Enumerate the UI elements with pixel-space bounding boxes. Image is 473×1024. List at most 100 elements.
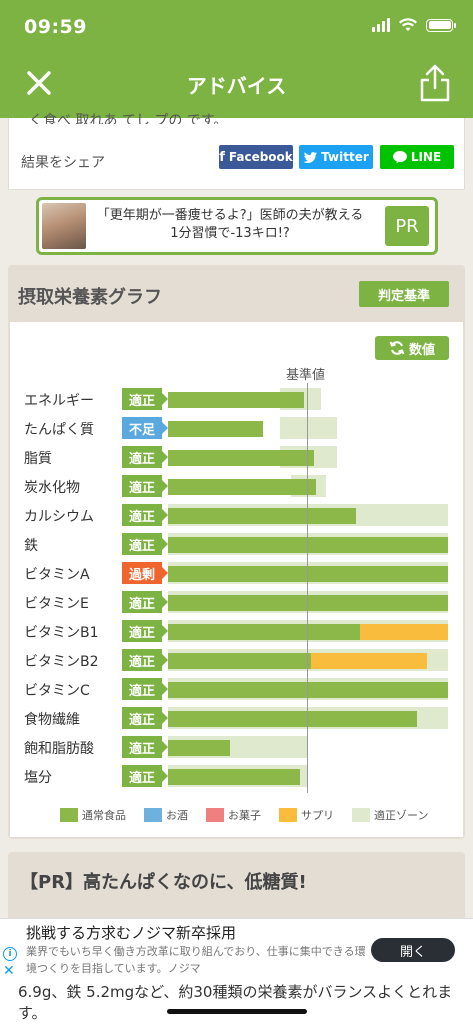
- bar-通常食品: [168, 682, 448, 698]
- status-badge: 適正: [122, 765, 168, 787]
- legend-swatch: [144, 808, 162, 822]
- nutrient-row: ビタミンC 適正: [10, 678, 463, 702]
- nutrient-row: 塩分 適正: [10, 765, 463, 789]
- pr-thumbnail-image: [42, 203, 86, 249]
- page-title: アドバイス: [186, 74, 287, 98]
- legend-swatch: [352, 808, 370, 822]
- legend-label: お菓子: [228, 809, 261, 822]
- home-indicator: [167, 1009, 307, 1014]
- nutrient-label: 鉄: [24, 538, 38, 554]
- bar-通常食品: [168, 537, 448, 553]
- wifi-icon: [399, 18, 417, 31]
- legend-label: 通常食品: [82, 809, 126, 822]
- nutrient-row: ビタミンE 適正: [10, 591, 463, 615]
- nutrient-row: エネルギー 適正: [10, 388, 463, 412]
- pr-section-title: 【PR】高たんぱくなのに、低糖質!: [20, 872, 307, 893]
- bar-通常食品: [168, 479, 317, 495]
- adequate-zone: [280, 417, 338, 439]
- refresh-icon: [389, 341, 405, 355]
- bar-通常食品: [168, 508, 356, 524]
- nutrient-row: 炭水化物 適正: [10, 475, 463, 499]
- bar-サプリ: [359, 624, 448, 640]
- legend-label: サプリ: [301, 809, 334, 822]
- graph-title: 摂取栄養素グラフ: [18, 287, 162, 308]
- nutrient-label: 脂質: [24, 451, 52, 467]
- twitter-share-button[interactable]: Twitter: [299, 145, 373, 169]
- nutrient-label: ビタミンC: [24, 683, 90, 699]
- status-badge: 適正: [122, 678, 168, 700]
- share-icon[interactable]: [415, 62, 455, 104]
- nutrient-row: ビタミンB1 適正: [10, 620, 463, 644]
- nutrient-row: ビタミンA 過剰: [10, 562, 463, 586]
- facebook-icon: f: [219, 149, 225, 165]
- status-badge: 適正: [122, 475, 168, 497]
- pr-banner[interactable]: 「更年期が一番痩せるよ?」医師の夫が教える1分習慣で-13キロ!? PR: [36, 197, 438, 255]
- chart-legend: 通常食品 お酒 お菓子 サプリ 適正ゾーン: [60, 807, 428, 823]
- share-card: く食べ 取れあ てし プの です。 結果をシェア f Facebook Twit…: [8, 113, 465, 190]
- legend-item: お菓子: [206, 807, 261, 823]
- nutrient-row: たんぱく質 不足: [10, 417, 463, 441]
- legend-item: 通常食品: [60, 807, 126, 823]
- nutrient-label: ビタミンB1: [24, 625, 99, 641]
- bar-通常食品: [168, 769, 300, 785]
- pr-badge: PR: [385, 206, 429, 246]
- line-share-button[interactable]: LINE: [380, 145, 454, 169]
- twitter-label: Twitter: [321, 150, 369, 164]
- nutrient-graph-section: 摂取栄養素グラフ 判定基準 数値 基準値 エネルギー 適正 たんぱく質 不足 脂質 適正炭…: [8, 265, 465, 839]
- status-badge: 適正: [122, 649, 168, 671]
- nutrient-label: ビタミンA: [24, 567, 90, 583]
- status-badge: 適正: [122, 388, 168, 410]
- nutrient-row: 脂質 適正: [10, 446, 463, 470]
- reference-line: [307, 383, 308, 793]
- status-icons: [372, 18, 456, 32]
- status-badge: 適正: [122, 591, 168, 613]
- legend-swatch: [60, 808, 78, 822]
- signal-icon: [372, 18, 390, 32]
- nutrient-label: 飽和脂肪酸: [24, 741, 94, 757]
- status-time: 09:59: [24, 16, 87, 38]
- close-icon[interactable]: [22, 66, 56, 100]
- bar-通常食品: [168, 740, 230, 756]
- pr-banner-text: 「更年期が一番痩せるよ?」医師の夫が教える1分習慣で-13キロ!?: [96, 208, 364, 241]
- reference-label: 基準値: [286, 368, 326, 383]
- status-badge: 適正: [122, 707, 168, 729]
- bar-通常食品: [168, 653, 311, 669]
- bar-通常食品: [168, 450, 314, 466]
- cut-off-text: く食べ 取れあ てし プの です。: [29, 113, 228, 124]
- nutrient-label: たんぱく質: [24, 422, 94, 438]
- facebook-share-button[interactable]: f Facebook: [219, 145, 293, 169]
- status-badge: 適正: [122, 504, 168, 526]
- ad-open-button[interactable]: 開く: [371, 938, 455, 962]
- status-badge: 不足: [122, 417, 168, 439]
- nutrient-label: ビタミンB2: [24, 654, 99, 670]
- nutrient-label: 塩分: [24, 770, 52, 786]
- bar-通常食品: [168, 595, 448, 611]
- nutrient-row: 食物繊維 適正: [10, 707, 463, 731]
- values-button-label: 数値: [408, 342, 435, 358]
- ad-info-icon[interactable]: i: [3, 947, 17, 961]
- facebook-label: Facebook: [228, 150, 293, 164]
- values-toggle-button[interactable]: 数値: [375, 336, 449, 360]
- legend-swatch: [279, 808, 297, 822]
- bar-通常食品: [168, 624, 360, 640]
- nutrient-row: 飽和脂肪酸 適正: [10, 736, 463, 760]
- battery-icon: [426, 18, 456, 32]
- nutrient-label: ビタミンE: [24, 596, 89, 612]
- ad-body: 業界でもいち早く働き方改革に取り組んでおり、仕事に集中できる環境つくりを目指して…: [26, 945, 366, 975]
- legend-swatch: [206, 808, 224, 822]
- status-badge: 適正: [122, 446, 168, 468]
- line-label: LINE: [410, 150, 442, 164]
- nutrient-label: 炭水化物: [24, 480, 80, 496]
- nutrient-row: 鉄 適正: [10, 533, 463, 557]
- ad-banner[interactable]: i ✕ 挑戦する方求むノジマ新卒採用 業界でもいち早く働き方改革に取り組んでおり…: [0, 918, 473, 982]
- top-bar: 09:59 アドバイス: [0, 0, 473, 118]
- ad-close-icon[interactable]: ✕: [3, 963, 15, 979]
- legend-item: 適正ゾーン: [352, 807, 428, 823]
- status-badge: 過剰: [122, 562, 168, 584]
- line-icon: [392, 150, 407, 163]
- nutrient-label: エネルギー: [24, 393, 94, 409]
- legend-label: お酒: [166, 809, 188, 822]
- nutrient-label: カルシウム: [24, 509, 94, 525]
- criteria-button[interactable]: 判定基準: [359, 281, 449, 307]
- legend-item: お酒: [144, 807, 188, 823]
